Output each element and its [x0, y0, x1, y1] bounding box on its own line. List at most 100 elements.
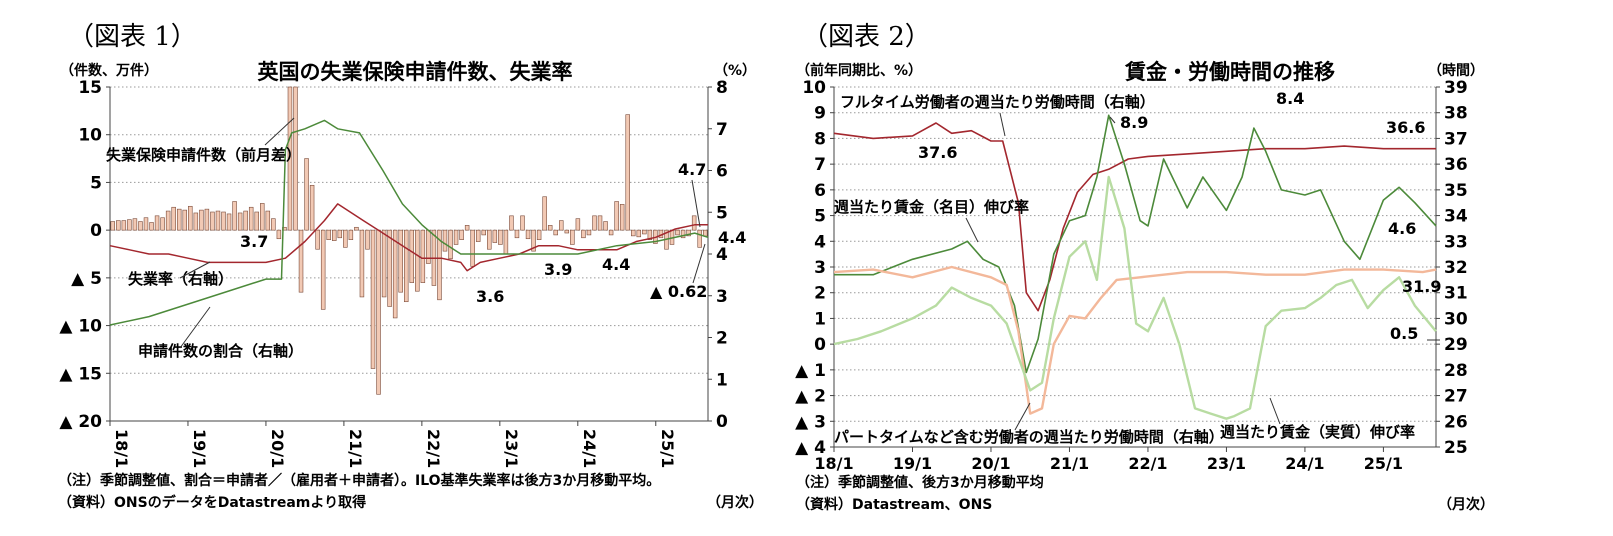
bar [193, 212, 199, 231]
bar [326, 229, 331, 240]
bar [702, 229, 708, 237]
bar [603, 221, 608, 231]
y-right-tick-label: 1 [716, 370, 728, 390]
bar [509, 215, 514, 231]
y-left-tick-label: 5 [90, 173, 102, 193]
bar [520, 215, 525, 231]
y-right-tick-label: 31 [1444, 284, 1468, 304]
annotation-label: 8.4 [1276, 89, 1304, 108]
annotation-label: 37.6 [918, 143, 957, 162]
bar [459, 229, 464, 240]
bar [143, 217, 149, 231]
bar [265, 210, 271, 231]
x-tick-label: 21/1 [1050, 454, 1089, 473]
bar [243, 210, 248, 231]
bar [392, 229, 398, 319]
bar [575, 218, 581, 231]
bar [121, 220, 127, 231]
bar [116, 220, 121, 231]
x-tick-label: 23/1 [502, 429, 521, 468]
bar [248, 206, 254, 231]
y-left-tick-label: 0 [90, 221, 102, 241]
y-right-tick-label: 2 [716, 329, 728, 349]
y-right-tick-label: 3 [716, 287, 728, 307]
x-tick-label: 24/1 [580, 429, 599, 468]
series-line-0 [109, 203, 708, 272]
y-left-tick-label: ▲ 20 [59, 412, 102, 432]
right-axis-unit: （%） [714, 63, 757, 79]
source-text: （資料）Datastream、ONS [796, 497, 993, 513]
y-left-tick-label: 6 [814, 181, 826, 201]
bar [647, 229, 653, 240]
y-right-tick-label: 5 [716, 203, 728, 223]
bar [298, 229, 304, 293]
x-tick-label: 25/1 [1364, 454, 1403, 473]
x-tick-label: 25/1 [658, 429, 677, 468]
y-right-tick-label: 26 [1444, 412, 1468, 432]
y-left-tick-label: ▲ 5 [71, 269, 102, 289]
bar [165, 210, 171, 231]
bar [160, 217, 165, 231]
bar [475, 229, 481, 242]
bar [586, 229, 592, 236]
bar [514, 229, 520, 239]
x-tick-label: 22/1 [1128, 454, 1167, 473]
bar [232, 201, 237, 231]
annotation-label: 4.7 [678, 160, 706, 179]
bar [470, 229, 475, 267]
bar [221, 211, 226, 231]
bar [697, 229, 702, 248]
bar [415, 229, 420, 292]
annotation-label: 4.4 [718, 228, 746, 247]
bar [359, 229, 365, 298]
bar [287, 86, 293, 231]
note-text: （注）季節調整値、割合＝申請者／（雇用者＋申請者）。ILO基準失業率は後方3か月… [58, 473, 661, 489]
y-right-tick-label: 34 [1444, 207, 1468, 227]
bar [199, 209, 204, 231]
bar [309, 184, 315, 231]
bar [581, 229, 586, 239]
bar [171, 206, 176, 231]
bar [525, 229, 531, 240]
annotation-label: 4.6 [1388, 219, 1416, 238]
annotation-label: 8.9 [1120, 113, 1148, 132]
y-right-tick-label: 36 [1444, 155, 1468, 175]
frequency-label: （月次） [707, 495, 763, 511]
bar [304, 158, 309, 231]
bar [553, 229, 558, 236]
bar [354, 226, 359, 231]
bar [492, 229, 498, 243]
annotation-label: 3.7 [240, 232, 268, 251]
bar [204, 208, 210, 231]
y-left-tick-label: ▲ 10 [59, 317, 102, 337]
y-left-tick-label: ▲ 4 [795, 438, 826, 458]
bar [614, 201, 619, 231]
chart-title: 英国の失業保険申請件数、失業率 [257, 60, 573, 84]
y-left-tick-label: ▲ 2 [795, 387, 826, 407]
annotation-label: 申請件数の割合（右軸） [138, 342, 303, 360]
annotation-leader-line [1014, 402, 1031, 431]
y-right-tick-label: 38 [1444, 104, 1468, 124]
bar [254, 211, 259, 231]
y-left-tick-label: ▲ 3 [795, 412, 826, 432]
annotation-leader-line [179, 261, 211, 279]
annotation-label: ▲ 0.62 [650, 282, 707, 301]
bar [503, 229, 509, 255]
bar [343, 229, 348, 248]
frequency-label: （月次） [1438, 497, 1494, 513]
bar [215, 210, 221, 231]
y-right-tick-label: 32 [1444, 258, 1468, 278]
bar [570, 229, 575, 245]
y-left-tick-label: 9 [814, 104, 826, 124]
y-left-tick-label: 0 [814, 335, 826, 355]
bar [127, 219, 132, 231]
x-tick-label: 20/1 [971, 454, 1010, 473]
annotation-leader-line [264, 117, 295, 146]
y-left-tick-label: 10 [78, 126, 102, 146]
bar [260, 203, 265, 231]
bar [547, 225, 553, 231]
annotation-leader-line [692, 243, 706, 284]
bar [276, 229, 282, 240]
bar [636, 229, 642, 238]
bar [332, 229, 337, 241]
